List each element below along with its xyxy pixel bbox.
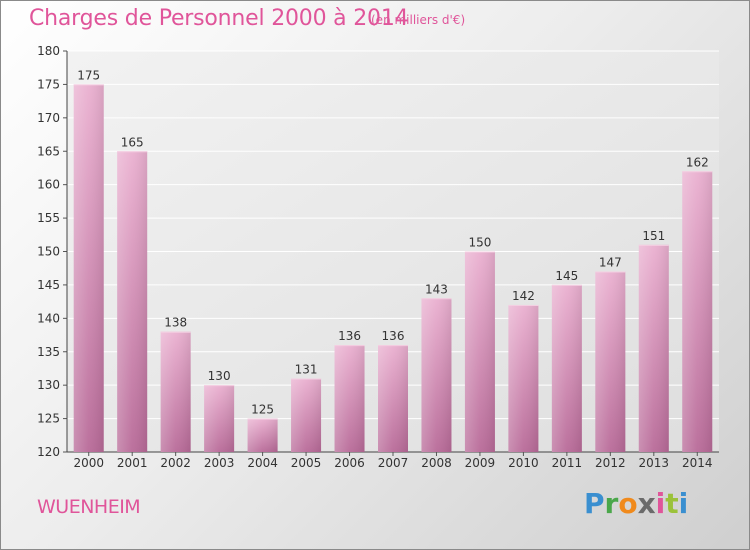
bar-shade — [595, 271, 626, 452]
chart-title: Charges de Personnel 2000 à 2014 — [29, 6, 409, 31]
bar-shade — [508, 304, 539, 452]
data-label: 143 — [425, 282, 448, 296]
logo-letter: x — [637, 487, 656, 520]
logo-letter: P — [584, 487, 605, 520]
y-tick-label: 140 — [37, 311, 60, 325]
bar-shade — [160, 331, 191, 452]
data-label: 151 — [642, 229, 665, 243]
logo-letter: t — [665, 487, 679, 520]
bar-shade — [682, 171, 713, 453]
proxiti-logo: Proxiti — [584, 487, 688, 520]
bar-shade — [421, 298, 452, 452]
y-tick-label: 135 — [37, 345, 60, 359]
logo-letter: i — [655, 487, 666, 520]
data-label: 136 — [382, 329, 405, 343]
x-tick-label: 2006 — [334, 456, 365, 470]
y-tick-label: 125 — [37, 412, 60, 426]
x-tick-label: 2013 — [639, 456, 670, 470]
data-label: 131 — [295, 362, 318, 376]
y-tick-label: 155 — [37, 211, 60, 225]
bar-shade — [117, 151, 148, 452]
chart-unit: (en milliers d'€) — [371, 13, 466, 27]
y-tick-label: 120 — [37, 445, 60, 459]
y-tick-label: 180 — [37, 44, 60, 58]
x-tick-label: 2008 — [421, 456, 452, 470]
bar-shade — [638, 244, 669, 452]
bar-shade — [551, 284, 582, 452]
data-label: 150 — [468, 236, 491, 250]
x-tick-label: 2010 — [508, 456, 539, 470]
y-tick-label: 160 — [37, 178, 60, 192]
x-tick-label: 2005 — [291, 456, 322, 470]
bar-shade — [291, 378, 322, 452]
y-tick-label: 130 — [37, 378, 60, 392]
data-label: 175 — [77, 68, 100, 82]
x-tick-label: 2002 — [160, 456, 191, 470]
y-tick-label: 145 — [37, 278, 60, 292]
logo-letter: r — [604, 487, 619, 520]
logo-letter: i — [678, 487, 689, 520]
x-tick-label: 2007 — [378, 456, 409, 470]
data-label: 145 — [555, 269, 578, 283]
data-label: 130 — [208, 369, 231, 383]
bar-shade — [247, 418, 278, 452]
x-tick-label: 2012 — [595, 456, 626, 470]
x-tick-label: 2011 — [552, 456, 583, 470]
y-tick-label: 165 — [37, 144, 60, 158]
y-tick-label: 170 — [37, 111, 60, 125]
logo-letter: o — [618, 487, 638, 520]
y-tick-label: 175 — [37, 77, 60, 91]
bar-shade — [204, 385, 235, 452]
x-tick-label: 2003 — [204, 456, 235, 470]
data-label: 142 — [512, 289, 535, 303]
x-tick-label: 2014 — [682, 456, 713, 470]
data-label: 136 — [338, 329, 361, 343]
data-label: 138 — [164, 316, 187, 330]
x-tick-label: 2001 — [117, 456, 148, 470]
x-tick-label: 2000 — [73, 456, 104, 470]
bar-shade — [73, 84, 104, 453]
data-label: 165 — [121, 135, 144, 149]
place-name: WUENHEIM — [37, 496, 141, 518]
data-label: 162 — [686, 155, 709, 169]
y-tick-label: 150 — [37, 245, 60, 259]
x-tick-label: 2004 — [247, 456, 278, 470]
bar-shade — [378, 345, 408, 452]
data-label: 147 — [599, 256, 622, 270]
data-label: 125 — [251, 403, 274, 417]
bar-shade — [464, 251, 495, 452]
bar-shade — [334, 345, 365, 452]
x-tick-label: 2009 — [465, 456, 496, 470]
